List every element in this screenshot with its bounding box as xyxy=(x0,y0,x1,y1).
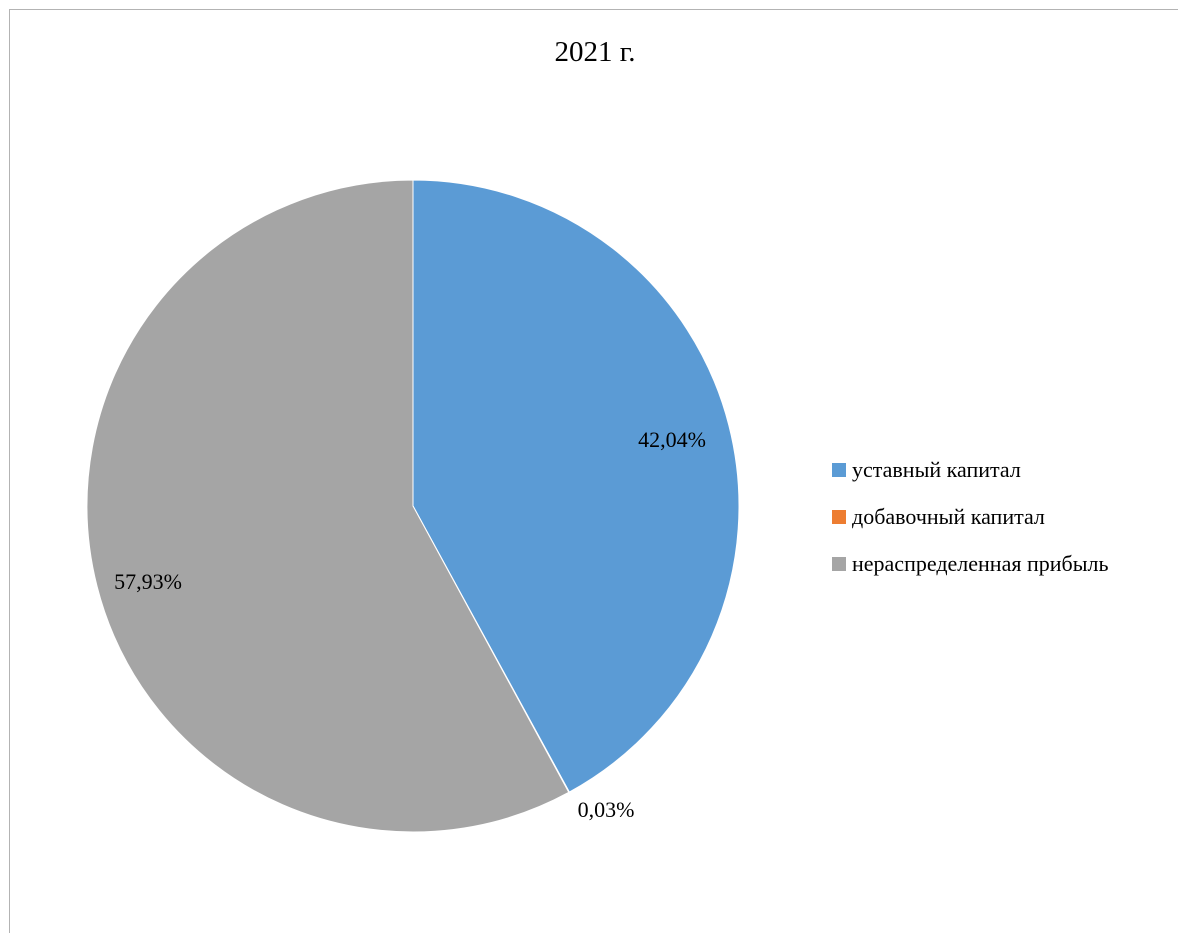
data-label-1: 42,04% xyxy=(638,427,706,453)
legend-item-2: добавочный капитал xyxy=(832,493,1108,540)
legend-label-1: уставный капитал xyxy=(852,457,1021,483)
legend-item-3: нераспределенная прибыль xyxy=(832,540,1108,587)
legend-swatch-1 xyxy=(832,463,846,477)
legend-item-1: уставный капитал xyxy=(832,446,1108,493)
legend-label-3: нераспределенная прибыль xyxy=(852,551,1108,577)
data-label-3: 57,93% xyxy=(114,569,182,595)
legend-label-2: добавочный капитал xyxy=(852,504,1045,530)
legend-swatch-3 xyxy=(832,557,846,571)
legend: уставный капитал добавочный капитал нерасп… xyxy=(832,446,1108,587)
data-label-2: 0,03% xyxy=(578,797,635,823)
legend-swatch-2 xyxy=(832,510,846,524)
